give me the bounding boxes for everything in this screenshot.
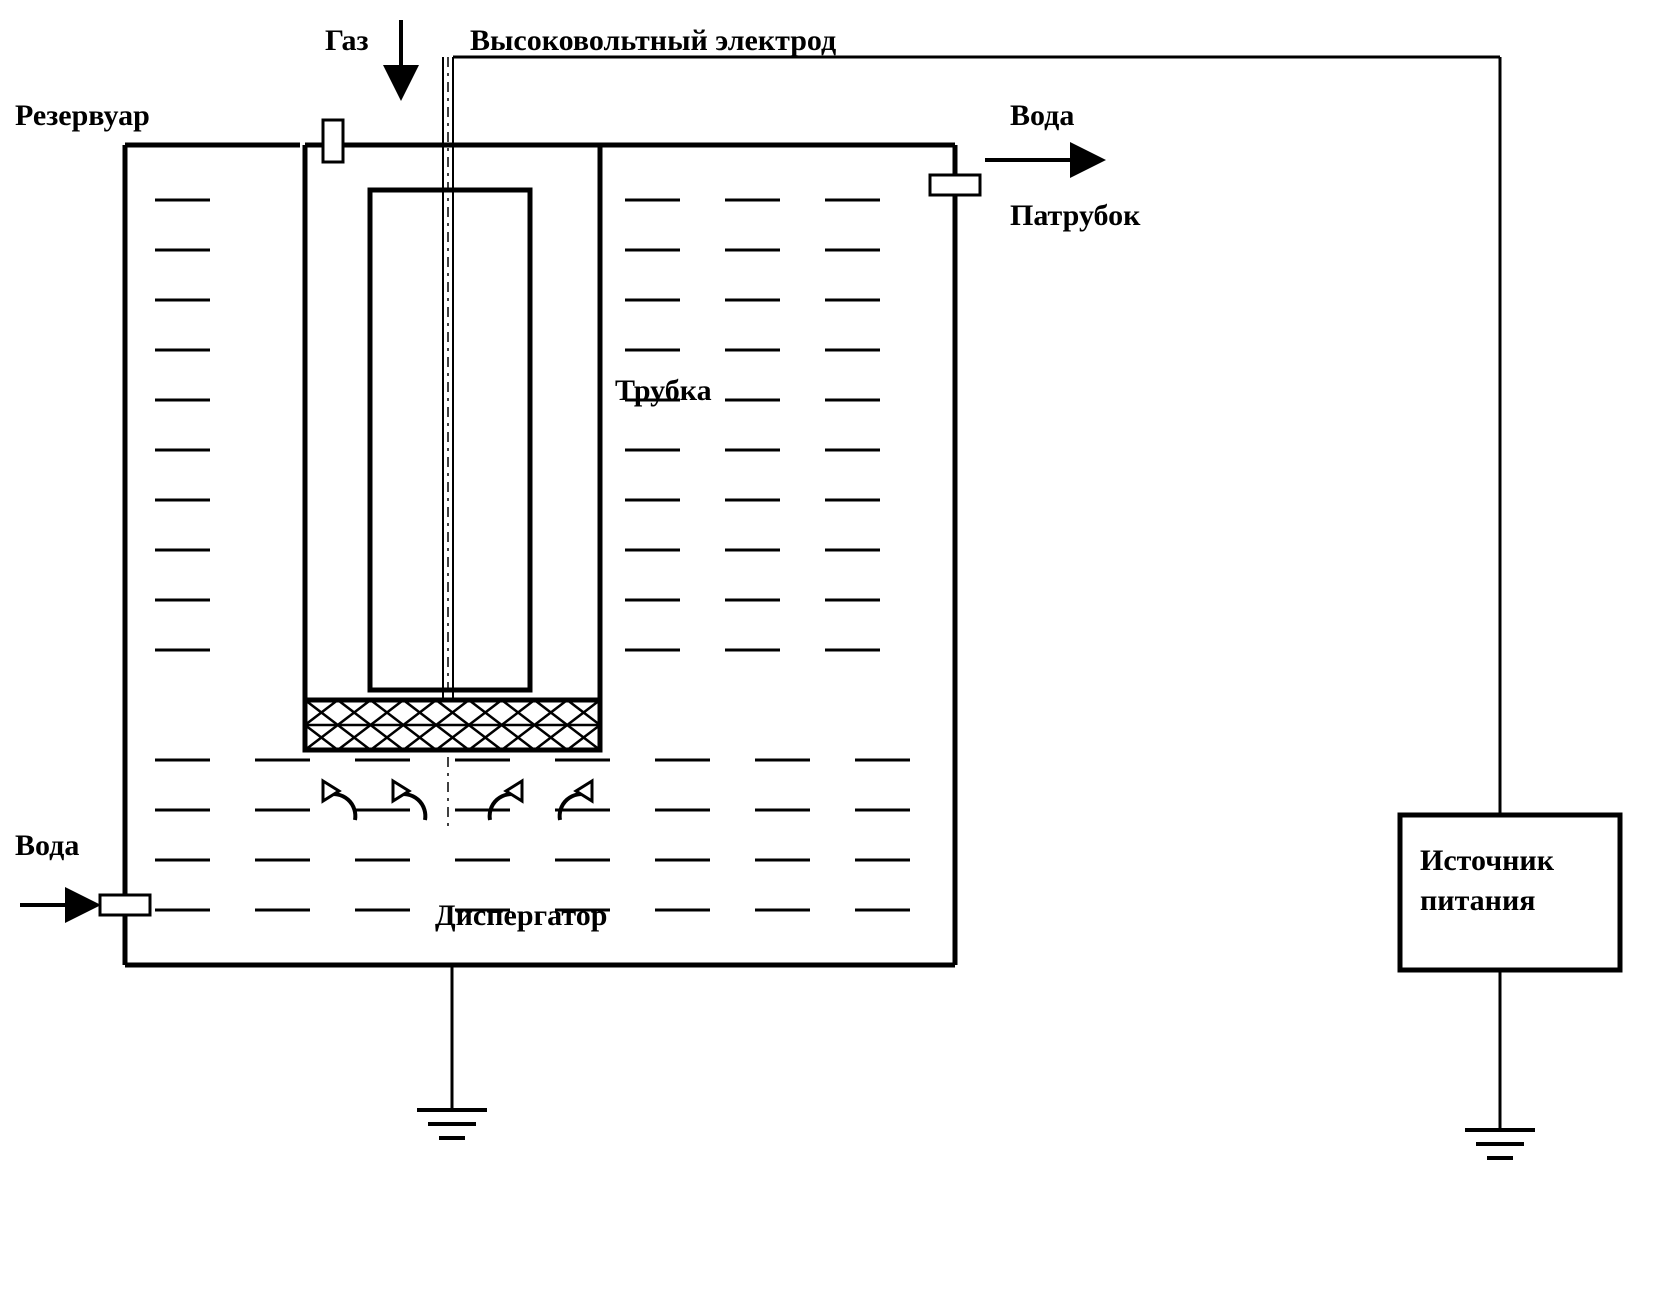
label-tube: Трубка (615, 374, 712, 407)
label-water_out: Вода (1010, 99, 1074, 132)
label-supply1: Источник (1420, 844, 1555, 877)
label-disperser: Диспергатор (435, 899, 607, 932)
label-electrode: Высоковольтный электрод (470, 24, 836, 57)
label-supply2: питания (1420, 884, 1535, 917)
label-reservoir: Резервуар (15, 99, 150, 132)
label-water_in: Вода (15, 829, 79, 862)
label-gas: Газ (325, 24, 369, 57)
label-nozzle: Патрубок (1010, 199, 1141, 232)
